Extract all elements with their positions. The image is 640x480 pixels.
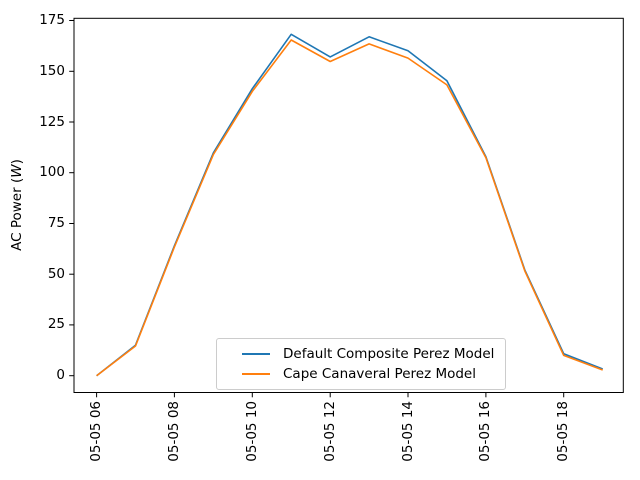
x-tick-label: 05-05 10 (243, 400, 260, 462)
y-tick-label: 50 (47, 265, 65, 282)
legend-item-cape-canaveral: Cape Canaveral Perez Model (242, 364, 494, 384)
legend: Default Composite Perez Model Cape Canav… (216, 338, 507, 390)
y-tick-label: 25 (47, 316, 65, 333)
legend-item-default-composite: Default Composite Perez Model (242, 344, 494, 364)
legend-line-swatch-orange (242, 373, 270, 375)
y-tick-label: 150 (39, 62, 65, 79)
y-tick-label: 75 (47, 215, 65, 231)
y-tick-label: 175 (39, 12, 65, 28)
legend-label-default-composite: Default Composite Perez Model (283, 345, 495, 362)
y-tick-label: 0 (56, 367, 65, 384)
series-line-default-composite (96, 33, 603, 377)
series-line-cape-canaveral (96, 39, 603, 377)
axes-spines (73, 17, 624, 394)
y-tick-label: 100 (39, 164, 65, 181)
legend-label-cape-canaveral: Cape Canaveral Perez Model (283, 365, 476, 382)
x-tick-label: 05-05 08 (165, 400, 182, 462)
legend-line-swatch-blue (242, 353, 270, 355)
y-tick-label: 125 (39, 113, 65, 130)
x-tick-label: 05-05 18 (555, 400, 572, 462)
x-tick-label: 05-05 06 (88, 400, 105, 462)
x-tick-label: 05-05 12 (321, 400, 338, 462)
x-tick-label: 05-05 16 (477, 400, 494, 462)
x-tick-label: 05-05 14 (399, 400, 416, 462)
